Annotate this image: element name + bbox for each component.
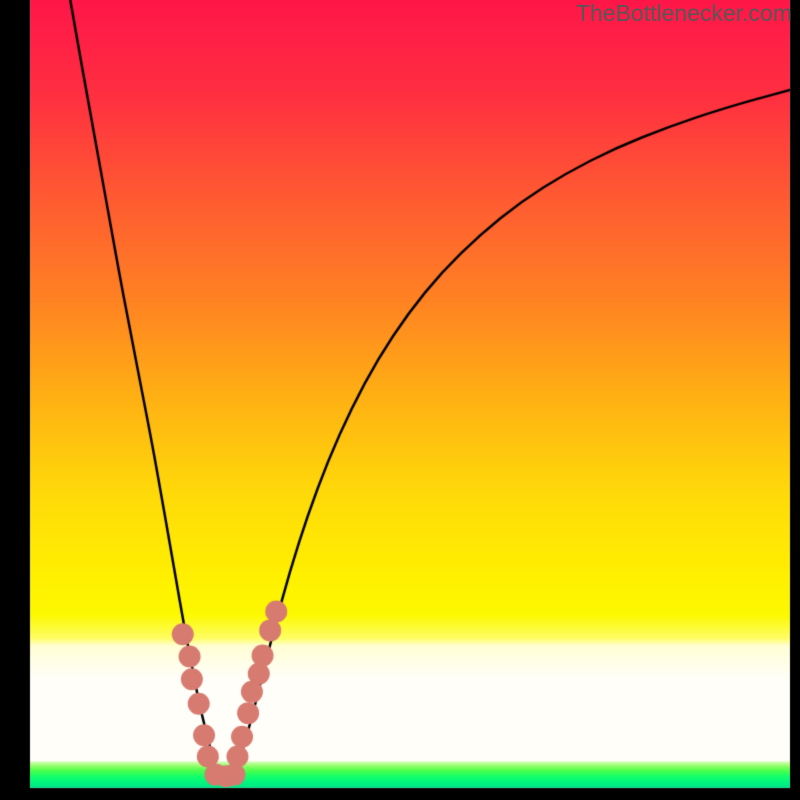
chart-stage: TheBottlenecker.com (0, 0, 800, 800)
chart-border (0, 0, 800, 800)
watermark-text: TheBottlenecker.com (576, 0, 792, 27)
